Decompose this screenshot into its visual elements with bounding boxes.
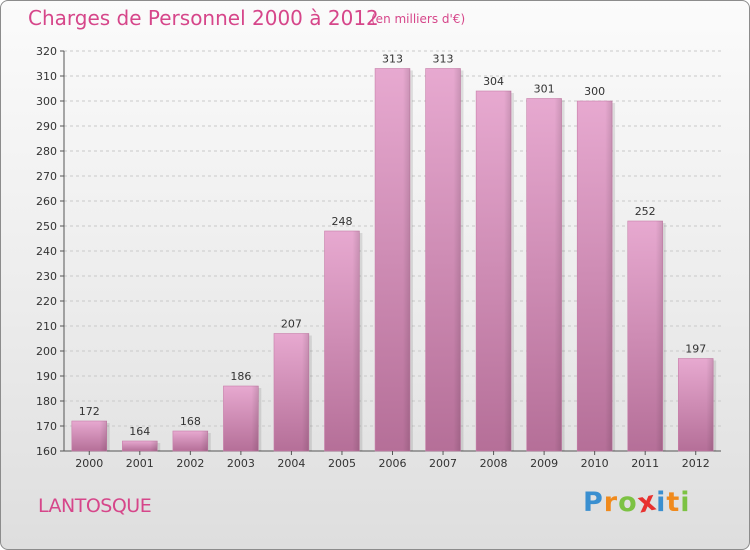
x-tick-label: 2004 [277, 457, 305, 470]
logo-letter: i [656, 487, 667, 518]
y-tick-label: 230 [36, 270, 57, 283]
x-tick-label: 2001 [126, 457, 154, 470]
data-label: 164 [129, 425, 150, 438]
proxiti-logo: Proxiti [583, 485, 691, 519]
x-tick-label: 2000 [75, 457, 103, 470]
bar-edge [605, 101, 613, 451]
logo-letter: t [666, 487, 681, 518]
data-label: 248 [331, 215, 352, 228]
bar-edge [352, 231, 360, 451]
logo-letter: i [680, 487, 691, 518]
commune-name: LANTOSQUE [38, 495, 152, 517]
y-tick-label: 280 [36, 145, 57, 158]
y-tick-label: 270 [36, 170, 57, 183]
y-tick-label: 260 [36, 195, 57, 208]
data-label: 172 [79, 405, 100, 418]
y-tick-label: 210 [36, 320, 57, 333]
y-tick-label: 300 [36, 95, 57, 108]
bar-edge [554, 98, 562, 451]
y-tick-label: 320 [36, 45, 57, 58]
x-tick-label: 2003 [227, 457, 255, 470]
bar-edge [453, 68, 461, 451]
x-tick-label: 2002 [176, 457, 204, 470]
data-label: 313 [382, 53, 403, 66]
bar-edge [150, 441, 158, 451]
y-tick-label: 290 [36, 120, 57, 133]
data-label: 313 [433, 53, 454, 66]
bar-edge [655, 221, 663, 451]
bar-edge [251, 386, 259, 451]
y-tick-label: 190 [36, 370, 57, 383]
logo-letter: P [583, 487, 604, 518]
bar-edge [301, 333, 309, 451]
bar-edge [200, 431, 208, 451]
bar-edge [504, 91, 512, 451]
bar-edge [99, 421, 107, 451]
data-label: 252 [635, 205, 656, 218]
y-tick-label: 310 [36, 70, 57, 83]
x-tick-label: 2010 [581, 457, 609, 470]
x-tick-label: 2012 [682, 457, 710, 470]
logo-letter: o [618, 487, 638, 518]
x-tick-label: 2006 [379, 457, 407, 470]
data-label: 300 [584, 85, 605, 98]
data-label: 304 [483, 75, 504, 88]
x-tick-label: 2011 [631, 457, 659, 470]
data-label: 186 [230, 370, 251, 383]
data-label: 301 [534, 83, 555, 96]
data-label: 207 [281, 318, 302, 331]
logo-letter: r [603, 487, 619, 518]
x-tick-label: 2005 [328, 457, 356, 470]
bar-edge [402, 68, 410, 451]
bar-edge [706, 358, 714, 451]
data-label: 168 [180, 415, 201, 428]
y-tick-label: 220 [36, 295, 57, 308]
y-tick-label: 170 [36, 420, 57, 433]
chart-subtitle: (en milliers d'€) [371, 12, 466, 26]
y-tick-label: 240 [36, 245, 57, 258]
y-tick-label: 200 [36, 345, 57, 358]
y-tick-label: 250 [36, 220, 57, 233]
x-tick-label: 2009 [530, 457, 558, 470]
y-tick-label: 160 [36, 445, 57, 458]
x-tick-label: 2007 [429, 457, 457, 470]
chart-title: Charges de Personnel 2000 à 2012 [28, 6, 379, 30]
data-label: 197 [685, 343, 706, 356]
x-tick-label: 2008 [480, 457, 508, 470]
y-tick-label: 180 [36, 395, 57, 408]
